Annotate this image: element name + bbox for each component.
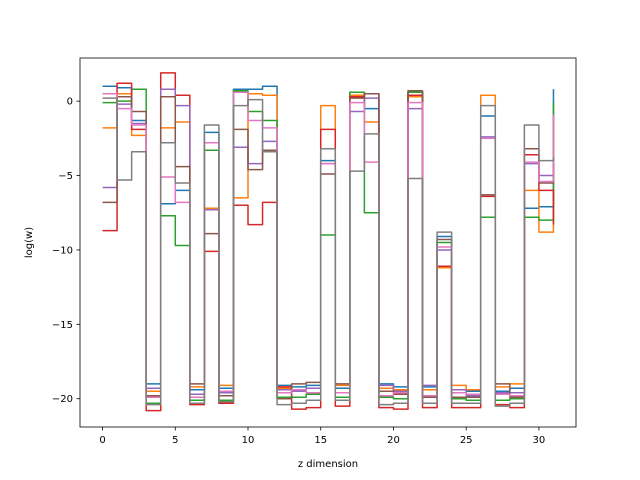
y-axis-label: log(w) [24, 227, 35, 258]
y-tick-label: −15 [52, 320, 73, 331]
x-tick-label: 30 [533, 435, 546, 446]
x-tick-label: 20 [387, 435, 400, 446]
y-tick-label: −10 [52, 245, 73, 256]
axes-frame [79, 57, 577, 428]
x-tick-label: 25 [460, 435, 473, 446]
y-axis: 0 −5 −10 −15 −20 [52, 97, 80, 405]
y-tick-label: −5 [58, 171, 73, 182]
x-tick-label: 5 [172, 435, 178, 446]
series-line-8 [102, 97, 555, 407]
x-axis-label: z dimension [298, 459, 358, 470]
y-tick-label: 0 [67, 97, 73, 108]
x-tick-label: 15 [314, 435, 327, 446]
x-tick-label: 10 [242, 435, 255, 446]
series-layer [102, 72, 555, 412]
y-tick-label: −20 [52, 394, 73, 405]
x-axis: 0 5 10 15 20 25 30 [99, 427, 545, 446]
x-tick-label: 0 [99, 435, 105, 446]
